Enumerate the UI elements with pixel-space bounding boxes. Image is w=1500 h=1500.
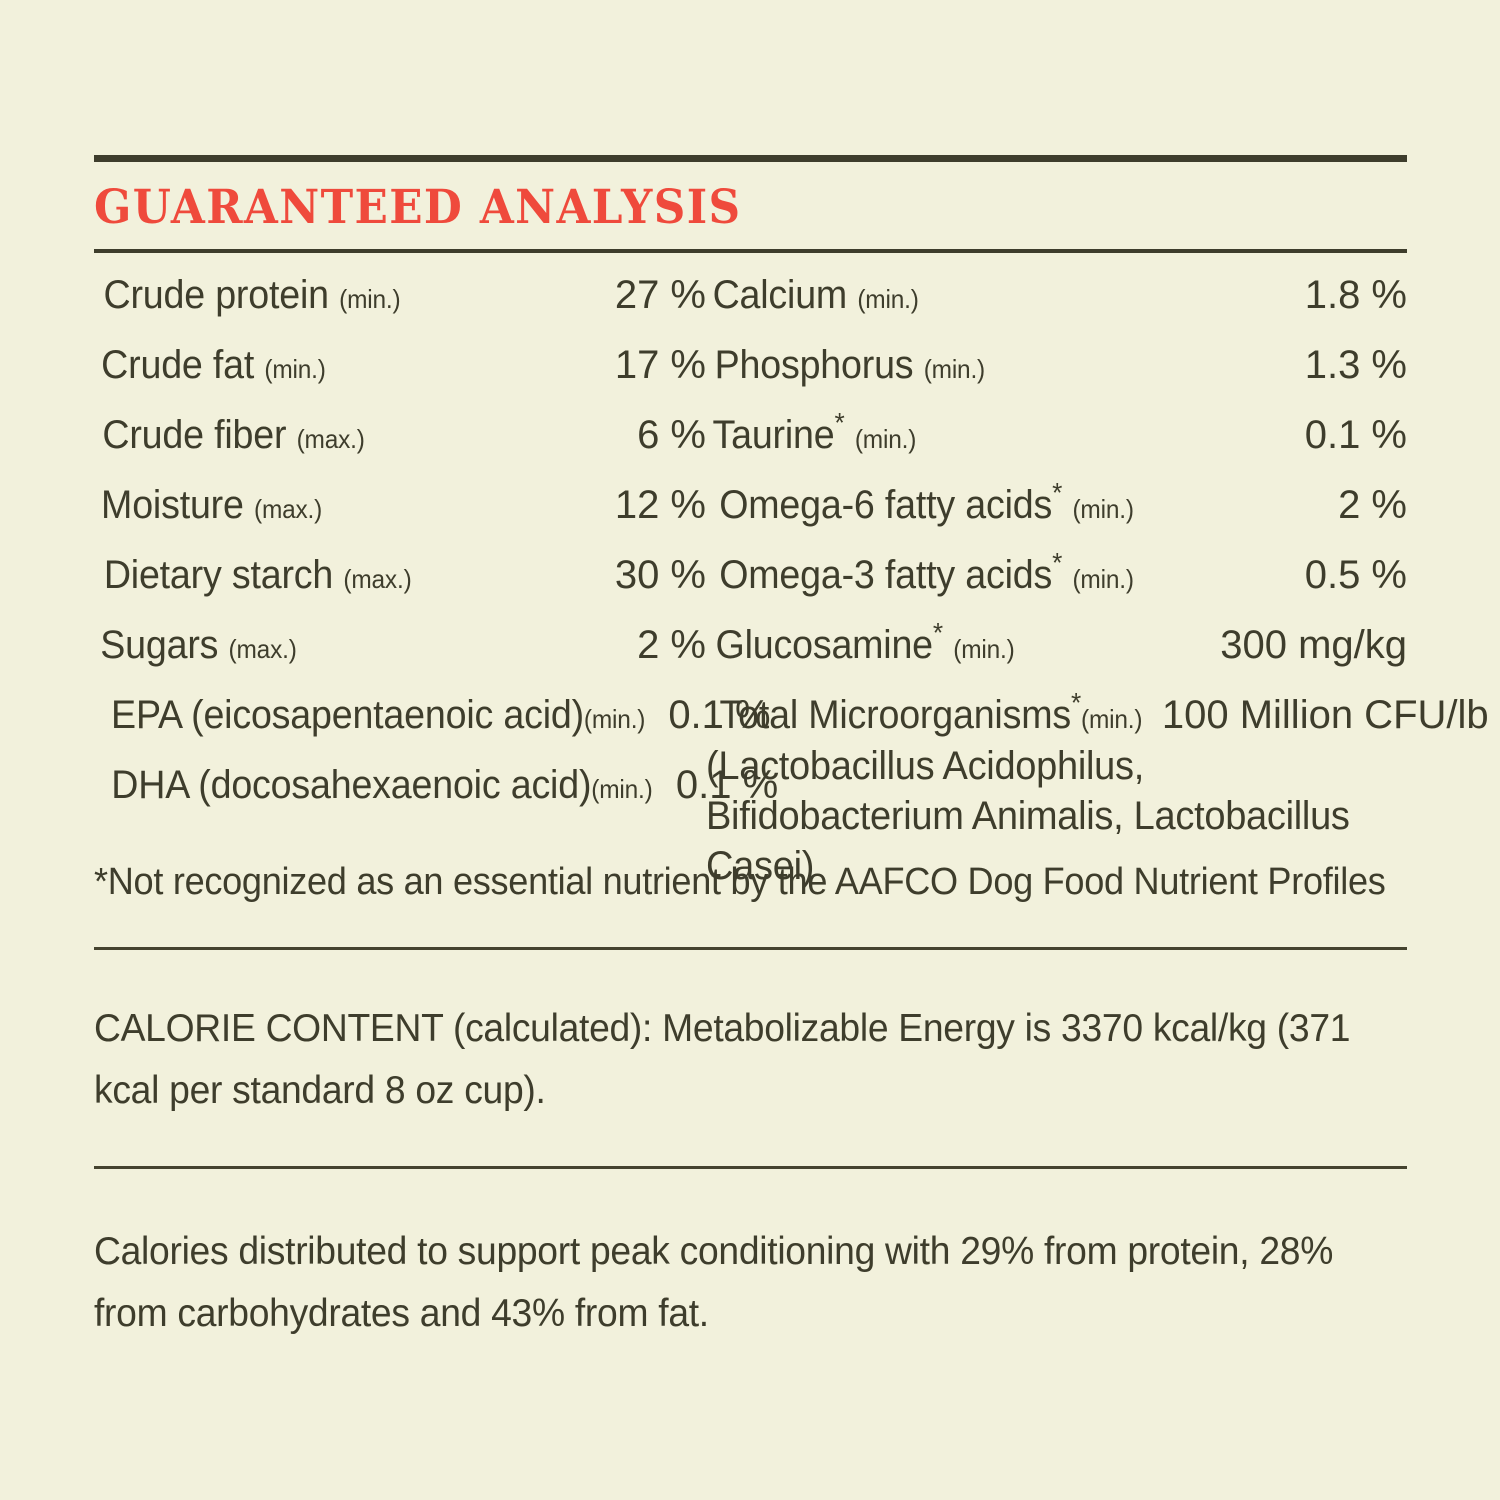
nutrient-qualifier: (min.)	[1072, 564, 1134, 594]
microorganisms-first-line: Total Microorganisms*(min.) 100 Million …	[706, 686, 1488, 741]
nutrient-label: Crude protein (min.)	[103, 273, 401, 317]
nutrient-row: Crude protein (min.) 27 %	[94, 273, 706, 343]
nutrient-value: 0.1 %	[668, 693, 771, 737]
nutrient-value: 27 %	[614, 273, 706, 317]
calorie-distribution-text: Calories distributed to support peak con…	[94, 1230, 1334, 1335]
nutrient-qualifier: (min.)	[591, 774, 653, 804]
divider-rule-above-distribution	[94, 1166, 1407, 1169]
nutrient-qualifier: (max.)	[343, 564, 412, 594]
nutrient-value: 6 %	[637, 413, 706, 457]
nutrient-row: Dietary starch (max.) 30 %	[94, 553, 706, 623]
nutrient-value: 2 %	[637, 623, 706, 667]
nutrient-label: Calcium (min.)	[712, 273, 919, 317]
nutrient-label: Crude fiber (max.)	[102, 413, 365, 457]
calorie-content-text: CALORIE CONTENT (calculated): Metaboliza…	[94, 1007, 1351, 1112]
top-rule	[94, 155, 1407, 162]
nutrient-qualifier: (max.)	[253, 494, 323, 524]
analysis-right-column: Calcium (min.) 1.8 % Phosphorus (min.) 1…	[706, 273, 1489, 888]
nutrient-label: Taurine* (min.)	[712, 406, 917, 457]
nutrient-row: DHA (docosahexaenoic acid)(min.) 0.1 %	[94, 763, 778, 833]
nutrient-qualifier: (min.)	[583, 704, 646, 734]
nutrient-value: 100 Million CFU/lb	[1161, 693, 1489, 737]
nutrient-row: Moisture (max.) 12 %	[94, 483, 706, 553]
nutrient-row: Crude fiber (max.) 6 %	[94, 413, 706, 483]
nutrient-label: Omega-6 fatty acids* (min.)	[719, 476, 1134, 527]
nutrient-row: Crude fat (min.) 17 %	[94, 343, 706, 413]
nutrient-label: Omega-3 fatty acids* (min.)	[719, 546, 1134, 597]
microorganisms-strain-list: (Lactobacillus Acidophilus, Bifidobacter…	[706, 744, 1350, 888]
calorie-distribution-block: Calories distributed to support peak con…	[94, 1169, 1407, 1345]
divider-rule-above-calories	[94, 947, 1407, 950]
nutrient-row: Omega-3 fatty acids* (min.) 0.5 %	[706, 546, 1407, 623]
nutrient-label: EPA (eicosapentaenoic acid)(min.)	[111, 693, 646, 737]
footnote-asterisk: *	[1052, 476, 1063, 508]
aafco-footnote: *Not recognized as an essential nutrient…	[94, 861, 1386, 903]
title-underline-rule	[94, 249, 1407, 253]
nutrient-label: Total Microorganisms*(min.)	[719, 686, 1143, 737]
nutrient-label: Phosphorus (min.)	[714, 343, 986, 387]
footnote-asterisk: *	[932, 616, 943, 648]
nutrient-qualifier: (min.)	[264, 354, 326, 384]
nutrient-value: 1.3 %	[1304, 343, 1407, 387]
analysis-left-column: Crude protein (min.) 27 % Crude fat (min…	[94, 273, 778, 833]
nutrient-value: 300 mg/kg	[1220, 623, 1407, 667]
nutrient-row: Taurine* (min.) 0.1 %	[706, 406, 1407, 483]
nutrient-label: Sugars (max.)	[100, 623, 297, 667]
footnote-asterisk: *	[834, 406, 845, 438]
nutrient-value: 0.1 %	[1304, 413, 1407, 457]
nutrient-label: DHA (docosahexaenoic acid)(min.)	[111, 763, 653, 807]
analysis-table: Crude protein (min.) 27 % Crude fat (min…	[94, 253, 1489, 888]
microorganisms-row: Total Microorganisms*(min.) 100 Million …	[706, 686, 1489, 888]
nutrient-value: 0.1 %	[675, 763, 779, 807]
nutrient-qualifier: (max.)	[296, 424, 365, 454]
calorie-content-block: CALORIE CONTENT (calculated): Metaboliza…	[94, 950, 1407, 1166]
nutrient-value: 30 %	[614, 553, 706, 597]
nutrient-label: Crude fat (min.)	[101, 343, 326, 387]
nutrient-qualifier: (min.)	[1072, 494, 1134, 524]
nutrient-value: 2 %	[1338, 483, 1407, 527]
nutrient-qualifier: (max.)	[228, 634, 297, 664]
nutrient-row: Phosphorus (min.) 1.3 %	[706, 343, 1407, 413]
label-content: GUARANTEED ANALYSIS Crude protein (min.)…	[94, 0, 1489, 1345]
nutrient-value: 12 %	[614, 483, 706, 527]
nutrient-qualifier: (min.)	[953, 634, 1015, 664]
nutrient-qualifier: (min.)	[857, 284, 919, 314]
nutrient-row: Omega-6 fatty acids* (min.) 2 %	[706, 476, 1407, 553]
nutrient-label: Moisture (max.)	[101, 483, 323, 527]
nutrient-qualifier: (min.)	[923, 354, 986, 384]
nutrient-row: Glucosamine* (min.) 300 mg/kg	[706, 616, 1407, 693]
footnote-asterisk: *	[1070, 686, 1082, 718]
nutrient-qualifier: (min.)	[854, 424, 917, 454]
nutrient-row: Sugars (max.) 2 %	[94, 623, 706, 693]
nutrient-row: EPA (eicosapentaenoic acid)(min.) 0.1 %	[94, 693, 771, 763]
nutrient-value: 17 %	[614, 343, 706, 387]
nutrient-qualifier: (min.)	[1081, 704, 1143, 734]
nutrient-value: 1.8 %	[1304, 273, 1407, 317]
page-title-wrap: GUARANTEED ANALYSIS	[94, 162, 1407, 249]
nutrient-label: Glucosamine* (min.)	[715, 616, 1015, 667]
page-title: GUARANTEED ANALYSIS	[94, 180, 742, 235]
nutrient-value: 0.5 %	[1304, 553, 1407, 597]
nutrient-label: Dietary starch (max.)	[103, 553, 412, 597]
footnote-asterisk: *	[1052, 546, 1063, 578]
nutrient-qualifier: (min.)	[339, 284, 401, 314]
nutrient-row: Calcium (min.) 1.8 %	[706, 273, 1407, 343]
